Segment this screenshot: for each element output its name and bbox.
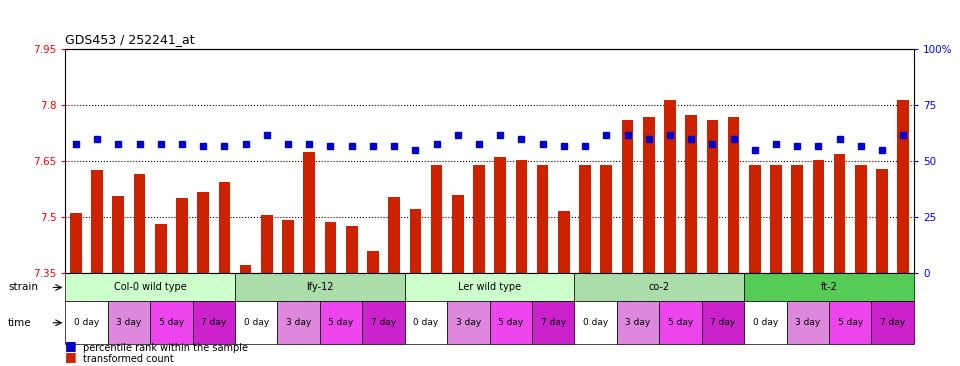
Bar (876, 169, 888, 273)
Bar (744, 302, 786, 344)
Text: time: time (8, 318, 32, 328)
Text: 0 day: 0 day (74, 318, 99, 327)
Bar (176, 198, 188, 273)
Bar (574, 302, 617, 344)
Bar (660, 302, 702, 344)
Bar (770, 165, 781, 273)
Text: 5 day: 5 day (668, 318, 693, 327)
Bar (579, 165, 591, 273)
Bar (410, 209, 421, 273)
Bar (532, 302, 574, 344)
Bar (70, 213, 82, 273)
Text: 5 day: 5 day (328, 318, 353, 327)
Bar (320, 302, 362, 344)
Bar (324, 222, 336, 273)
Bar (898, 100, 909, 273)
Bar (282, 220, 294, 273)
Bar (702, 302, 744, 344)
Bar (277, 302, 320, 344)
Text: 7 day: 7 day (371, 318, 396, 327)
Bar (872, 302, 914, 344)
Bar (707, 120, 718, 273)
Bar (108, 302, 150, 344)
Bar (728, 117, 739, 273)
Bar (664, 100, 676, 273)
Text: GDS453 / 252241_at: GDS453 / 252241_at (65, 33, 195, 46)
Text: lfy-12: lfy-12 (306, 283, 334, 292)
Text: 3 day: 3 day (286, 318, 311, 327)
Text: strain: strain (8, 283, 38, 292)
Bar (855, 165, 867, 273)
Text: 7 day: 7 day (202, 318, 227, 327)
Text: 0 day: 0 day (583, 318, 609, 327)
Bar (829, 302, 872, 344)
Bar (91, 170, 103, 273)
Bar (235, 273, 405, 302)
Bar (155, 224, 167, 273)
Bar (537, 165, 548, 273)
Text: 7 day: 7 day (540, 318, 565, 327)
Bar (490, 302, 532, 344)
Bar (219, 182, 230, 273)
Text: 3 day: 3 day (795, 318, 821, 327)
Bar (786, 302, 829, 344)
Text: 5 day: 5 day (158, 318, 184, 327)
Bar (749, 165, 760, 273)
Bar (473, 165, 485, 273)
Text: 3 day: 3 day (626, 318, 651, 327)
Bar (600, 165, 612, 273)
Bar (405, 273, 574, 302)
Bar (303, 152, 315, 273)
Bar (65, 273, 235, 302)
Text: 3 day: 3 day (116, 318, 141, 327)
Bar (112, 196, 124, 273)
Bar (240, 265, 252, 273)
Bar (685, 115, 697, 273)
Text: transformed count: transformed count (83, 354, 174, 364)
Text: 5 day: 5 day (838, 318, 863, 327)
Text: 0 day: 0 day (753, 318, 778, 327)
Bar (452, 195, 464, 273)
Bar (558, 211, 569, 273)
Text: co-2: co-2 (649, 283, 670, 292)
Bar (362, 302, 405, 344)
Text: ft-2: ft-2 (821, 283, 837, 292)
Bar (744, 273, 914, 302)
Bar (812, 160, 825, 273)
Bar (198, 193, 209, 273)
Bar (405, 302, 447, 344)
Bar (367, 251, 379, 273)
Bar (431, 165, 443, 273)
Bar (643, 117, 655, 273)
Text: 3 day: 3 day (456, 318, 481, 327)
Bar (235, 302, 277, 344)
Bar (447, 302, 490, 344)
Bar (346, 226, 357, 273)
Bar (617, 302, 660, 344)
Bar (622, 120, 634, 273)
Bar (516, 160, 527, 273)
Text: 0 day: 0 day (244, 318, 269, 327)
Bar (150, 302, 193, 344)
Bar (133, 174, 145, 273)
Bar (193, 302, 235, 344)
Bar (834, 154, 846, 273)
Bar (388, 197, 400, 273)
Text: Ler wild type: Ler wild type (458, 283, 521, 292)
Text: ■: ■ (65, 339, 77, 352)
Bar (494, 157, 506, 273)
Text: 7 day: 7 day (710, 318, 735, 327)
Text: 5 day: 5 day (498, 318, 523, 327)
Bar (65, 302, 108, 344)
Bar (791, 165, 804, 273)
Text: ■: ■ (65, 350, 77, 363)
Text: 7 day: 7 day (880, 318, 905, 327)
Bar (261, 215, 273, 273)
Text: percentile rank within the sample: percentile rank within the sample (83, 343, 248, 353)
Bar (574, 273, 744, 302)
Text: Col-0 wild type: Col-0 wild type (114, 283, 186, 292)
Text: 0 day: 0 day (414, 318, 439, 327)
